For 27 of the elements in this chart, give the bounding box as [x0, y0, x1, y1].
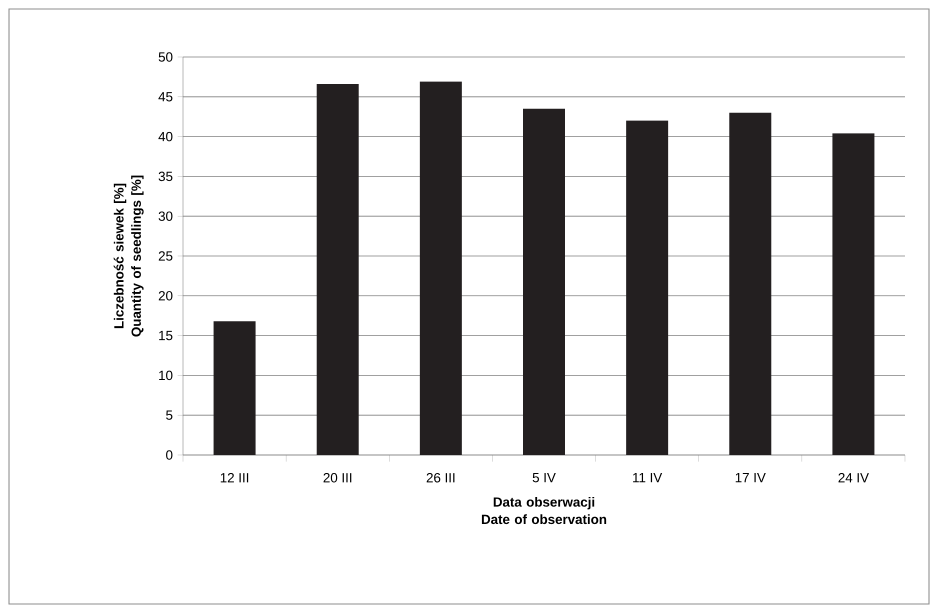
- y-tick-label: 35: [158, 172, 172, 182]
- bar: [420, 82, 462, 455]
- y-tick-label: 15: [159, 330, 172, 340]
- x-tick-label: 5 IV: [532, 473, 556, 482]
- y-axis-title: Liczebność siewek [%] Quantity of seedlings [%]: [114, 176, 144, 337]
- x-tick-label: 24 IV: [838, 473, 869, 482]
- y-tick-label: 20: [158, 291, 172, 301]
- bar: [832, 133, 874, 455]
- y-tick-label: 45: [158, 92, 172, 102]
- x-axis-title: Data obserwacji Date of observation: [482, 496, 606, 524]
- y-tick-label: 5: [166, 410, 172, 420]
- y-tick-label: 0: [166, 450, 172, 460]
- bar: [729, 112, 772, 455]
- x-tick-label: 20 III: [324, 473, 352, 482]
- bar: [214, 321, 256, 455]
- y-tick-label: 25: [158, 251, 172, 261]
- x-tick-label: 17 IV: [736, 473, 766, 482]
- bar: [316, 84, 359, 455]
- y-tick-label: 30: [158, 211, 172, 221]
- x-tick-label: 26 III: [426, 473, 454, 482]
- y-tick-label: 40: [158, 132, 172, 142]
- y-tick-label: 50: [158, 52, 172, 62]
- x-tick-label: 11 IV: [633, 473, 662, 482]
- y-tick-label: 10: [159, 370, 172, 380]
- x-tick-label: 12 III: [220, 473, 248, 482]
- bar: [626, 120, 668, 455]
- bar: [523, 108, 565, 455]
